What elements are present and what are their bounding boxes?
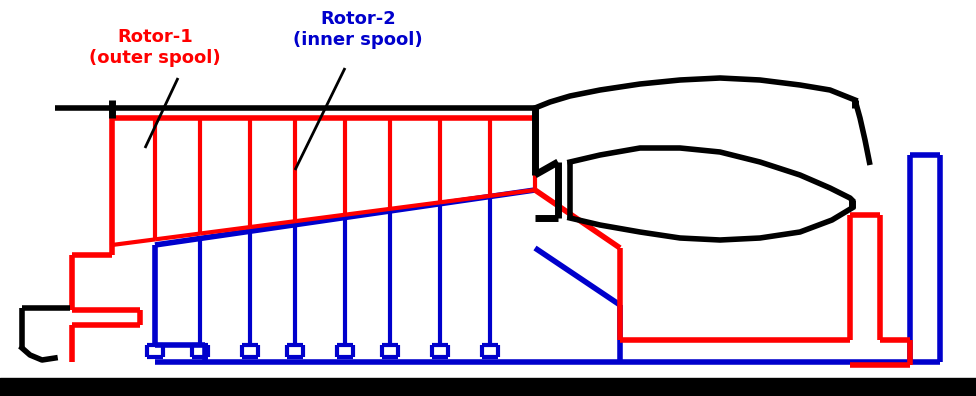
Text: Rotor-2
(inner spool): Rotor-2 (inner spool) <box>293 10 423 49</box>
Text: Rotor-1
(outer spool): Rotor-1 (outer spool) <box>89 28 221 67</box>
